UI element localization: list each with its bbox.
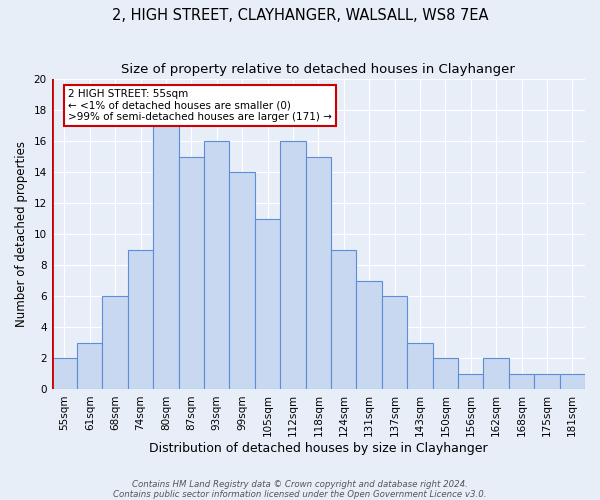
Bar — [560, 374, 585, 390]
Bar — [204, 142, 229, 390]
Bar — [458, 374, 484, 390]
Bar — [52, 358, 77, 390]
Bar — [179, 157, 204, 390]
Bar — [356, 281, 382, 390]
Bar — [331, 250, 356, 390]
Bar — [509, 374, 534, 390]
Bar — [103, 296, 128, 390]
Text: 2 HIGH STREET: 55sqm
← <1% of detached houses are smaller (0)
>99% of semi-detac: 2 HIGH STREET: 55sqm ← <1% of detached h… — [68, 88, 332, 122]
Bar — [407, 343, 433, 390]
Bar — [484, 358, 509, 390]
Y-axis label: Number of detached properties: Number of detached properties — [15, 142, 28, 328]
Bar — [280, 142, 305, 390]
Bar — [433, 358, 458, 390]
Bar — [153, 126, 179, 390]
Bar — [128, 250, 153, 390]
Bar — [229, 172, 255, 390]
Bar — [305, 157, 331, 390]
Bar — [382, 296, 407, 390]
Bar — [534, 374, 560, 390]
Bar — [77, 343, 103, 390]
X-axis label: Distribution of detached houses by size in Clayhanger: Distribution of detached houses by size … — [149, 442, 488, 455]
Text: 2, HIGH STREET, CLAYHANGER, WALSALL, WS8 7EA: 2, HIGH STREET, CLAYHANGER, WALSALL, WS8… — [112, 8, 488, 22]
Bar — [255, 219, 280, 390]
Text: Contains HM Land Registry data © Crown copyright and database right 2024.
Contai: Contains HM Land Registry data © Crown c… — [113, 480, 487, 499]
Title: Size of property relative to detached houses in Clayhanger: Size of property relative to detached ho… — [121, 62, 515, 76]
